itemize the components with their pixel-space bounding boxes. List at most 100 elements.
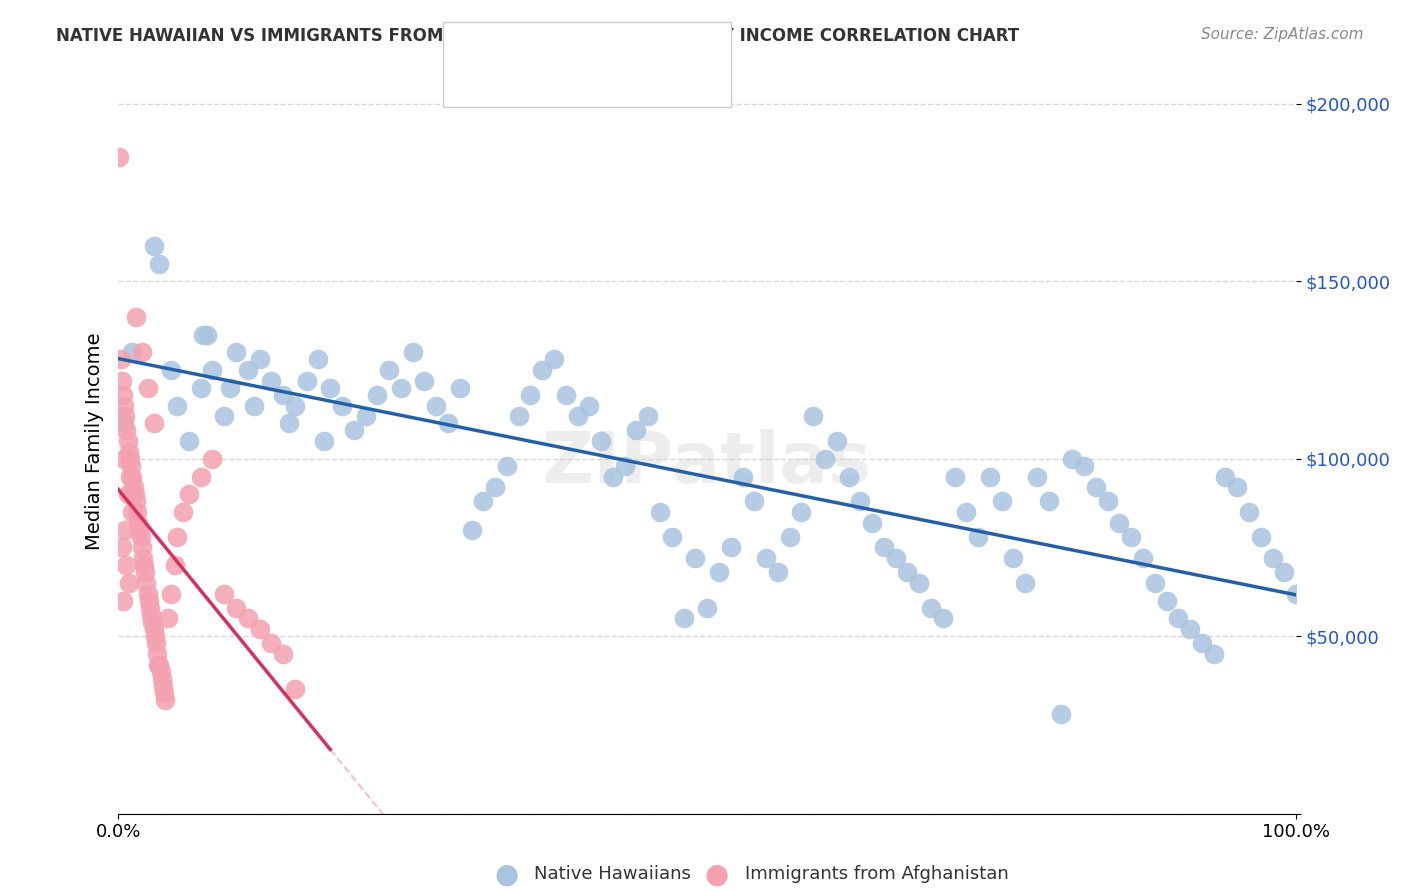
Point: [307, 352, 329, 367]
Point: [149, 665, 172, 679]
Point: [111, 388, 134, 402]
Y-axis label: Median Family Income: Median Family Income: [86, 333, 104, 549]
Point: [920, 600, 942, 615]
Point: [908, 576, 931, 591]
Point: [156, 611, 179, 625]
Point: [121, 345, 143, 359]
Point: [295, 374, 318, 388]
Point: [402, 345, 425, 359]
Point: [896, 566, 918, 580]
Point: [127, 516, 149, 530]
Point: [567, 409, 589, 424]
Point: [508, 409, 530, 424]
Text: ●: ●: [494, 860, 519, 888]
Point: [146, 647, 169, 661]
Point: [271, 647, 294, 661]
Point: [114, 523, 136, 537]
Point: [685, 551, 707, 566]
Point: [212, 409, 235, 424]
Point: [1073, 458, 1095, 473]
Text: -0.521: -0.521: [536, 76, 600, 94]
Point: [148, 657, 170, 672]
Point: [790, 505, 813, 519]
Point: [319, 381, 342, 395]
Point: [117, 434, 139, 448]
Point: [1049, 707, 1071, 722]
Point: [118, 469, 141, 483]
Point: [242, 399, 264, 413]
Point: [136, 381, 159, 395]
Point: [884, 551, 907, 566]
Text: R =: R =: [496, 40, 536, 58]
Point: [755, 551, 778, 566]
Point: [112, 417, 135, 431]
Point: [979, 469, 1001, 483]
Point: [554, 388, 576, 402]
Point: [115, 558, 138, 573]
Point: [128, 523, 150, 537]
Point: [1191, 636, 1213, 650]
Point: [648, 505, 671, 519]
Point: [260, 636, 283, 650]
Point: [860, 516, 883, 530]
Point: [519, 388, 541, 402]
Point: [1084, 480, 1107, 494]
Point: [152, 679, 174, 693]
Point: [330, 399, 353, 413]
Point: [366, 388, 388, 402]
Point: [225, 600, 247, 615]
Point: [672, 611, 695, 625]
Point: [1062, 451, 1084, 466]
Point: [1215, 469, 1237, 483]
Text: ■: ■: [461, 39, 482, 59]
Point: [141, 607, 163, 622]
Point: [121, 469, 143, 483]
Point: [111, 541, 134, 555]
Point: [122, 480, 145, 494]
Point: [825, 434, 848, 448]
Point: [496, 458, 519, 473]
Point: [271, 388, 294, 402]
Point: [201, 451, 224, 466]
Point: [191, 327, 214, 342]
Point: [932, 611, 955, 625]
Point: [1250, 530, 1272, 544]
Point: [166, 530, 188, 544]
Point: [131, 345, 153, 359]
Point: [160, 586, 183, 600]
Point: [766, 566, 789, 580]
Point: [779, 530, 801, 544]
Point: [112, 451, 135, 466]
Point: [437, 417, 460, 431]
Point: [1178, 622, 1201, 636]
Point: [195, 327, 218, 342]
Point: [142, 239, 165, 253]
Point: [1237, 505, 1260, 519]
Point: [1014, 576, 1036, 591]
Point: [278, 417, 301, 431]
Point: [1272, 566, 1295, 580]
Point: [838, 469, 860, 483]
Point: [707, 566, 730, 580]
Point: [720, 541, 742, 555]
Point: [260, 374, 283, 388]
Point: [1285, 586, 1308, 600]
Point: [212, 586, 235, 600]
Point: [166, 399, 188, 413]
Text: 68: 68: [627, 76, 658, 94]
Point: [148, 657, 170, 672]
Point: [135, 576, 157, 591]
Point: [148, 257, 170, 271]
Point: [114, 409, 136, 424]
Point: [118, 451, 141, 466]
Point: [111, 593, 134, 607]
Point: [108, 150, 131, 164]
Point: [873, 541, 896, 555]
Point: [249, 352, 271, 367]
Point: [177, 434, 200, 448]
Point: [143, 629, 166, 643]
Point: [132, 558, 155, 573]
Point: [413, 374, 436, 388]
Point: [967, 530, 990, 544]
Point: [138, 593, 160, 607]
